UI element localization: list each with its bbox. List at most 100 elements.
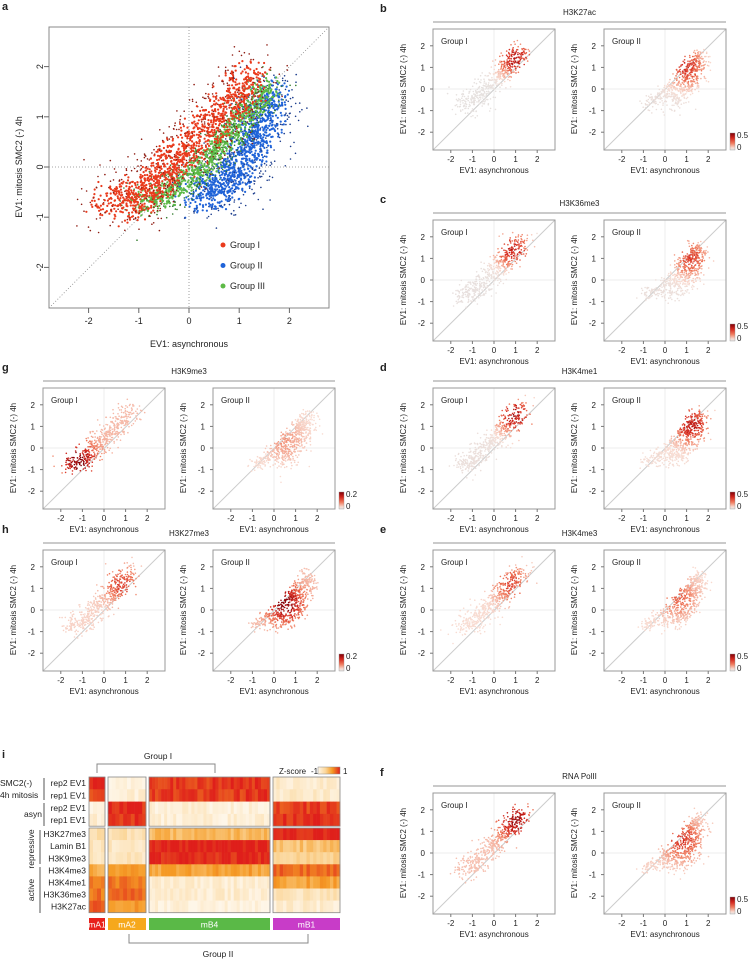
data-point-group-ii xyxy=(188,192,191,194)
data-point-group-iii xyxy=(200,162,203,165)
data-point-group-i xyxy=(212,119,215,123)
data-point-group-iii xyxy=(221,165,224,168)
data-point-group-i xyxy=(170,159,173,163)
data-point-group-ii xyxy=(193,207,196,210)
data-point-group-i xyxy=(166,146,169,149)
data-point xyxy=(463,95,466,98)
data-point xyxy=(686,96,689,99)
data-point-group-ii xyxy=(285,99,288,101)
data-point-group-i xyxy=(109,159,112,162)
data-point-group-i xyxy=(129,204,132,207)
data-point-group-ii xyxy=(282,123,285,126)
data-point xyxy=(459,99,462,101)
data-point-group-i xyxy=(204,145,208,148)
data-point-group-i xyxy=(158,229,161,232)
data-point-group-ii xyxy=(271,176,274,179)
data-point xyxy=(515,50,517,53)
data-point-group-ii xyxy=(266,84,269,87)
data-point-group-iii xyxy=(289,84,291,87)
data-point xyxy=(485,82,487,84)
data-point-group-i xyxy=(152,180,155,183)
data-point-group-i xyxy=(113,207,116,210)
data-point-group-ii xyxy=(254,149,257,152)
data-point-group-i xyxy=(208,97,210,99)
data-point-group-i xyxy=(184,134,187,137)
data-point-group-iii xyxy=(177,195,180,198)
data-point-group-i xyxy=(196,127,200,131)
data-point-group-i xyxy=(241,70,244,73)
data-point-group-iii xyxy=(217,162,220,165)
data-point xyxy=(483,91,486,94)
data-point-group-i xyxy=(188,163,192,166)
data-point-group-i xyxy=(207,163,209,165)
data-point-group-i xyxy=(89,229,92,232)
data-point-group-i xyxy=(226,82,229,84)
data-point-group-ii xyxy=(259,128,262,131)
data-point-group-i xyxy=(262,96,264,99)
data-point-group-ii xyxy=(212,197,215,200)
data-point-group-i xyxy=(179,122,182,125)
data-point-group-i xyxy=(244,109,248,112)
data-point-group-ii xyxy=(233,214,235,216)
data-point-group-i xyxy=(76,198,79,201)
data-point-group-ii xyxy=(289,123,291,126)
data-point-group-i xyxy=(143,205,146,208)
data-point xyxy=(691,75,694,78)
data-point-group-i xyxy=(218,167,221,169)
data-point-group-i xyxy=(187,134,190,137)
data-point xyxy=(467,112,469,114)
data-point-group-i xyxy=(204,140,207,143)
data-point xyxy=(681,89,683,91)
data-point-group-ii xyxy=(241,153,244,157)
data-point xyxy=(658,93,660,95)
data-point-group-iii xyxy=(227,156,229,158)
data-point-group-ii xyxy=(241,188,244,191)
data-point-group-i xyxy=(214,122,217,126)
data-point-group-i xyxy=(185,168,188,171)
data-point xyxy=(493,88,495,90)
data-point xyxy=(667,95,669,98)
data-point-group-ii xyxy=(218,189,221,192)
data-point xyxy=(500,60,503,63)
data-point xyxy=(709,55,711,58)
data-point-group-i xyxy=(223,119,226,122)
data-point xyxy=(660,90,663,93)
data-point-group-iii xyxy=(208,159,212,162)
data-point-group-i xyxy=(161,180,164,183)
data-point xyxy=(684,55,686,58)
data-point xyxy=(459,105,462,108)
data-point-group-iii xyxy=(164,205,167,208)
data-point-group-ii xyxy=(275,122,278,125)
data-point-group-i xyxy=(123,219,127,222)
data-point-group-ii xyxy=(270,111,273,114)
data-point-group-i xyxy=(137,187,140,190)
data-point-group-i xyxy=(124,190,126,193)
data-point-group-ii xyxy=(227,198,230,201)
data-point xyxy=(681,82,684,84)
data-point-group-i xyxy=(239,102,241,104)
data-point-group-iii xyxy=(172,203,175,206)
data-point-group-iii xyxy=(213,158,215,160)
data-point xyxy=(495,84,498,87)
data-point-group-i xyxy=(201,109,204,112)
data-point-group-ii xyxy=(229,176,232,179)
data-point xyxy=(474,89,477,92)
data-point-group-i xyxy=(258,94,261,97)
data-point xyxy=(676,71,679,73)
data-point xyxy=(655,108,658,111)
data-point-group-i xyxy=(244,144,246,146)
data-point-group-i xyxy=(172,194,175,196)
data-point-group-ii xyxy=(270,163,273,165)
data-point-group-iii xyxy=(254,106,256,108)
data-point-group-ii xyxy=(221,183,224,186)
data-point-group-iii xyxy=(210,140,214,143)
data-point-group-i xyxy=(243,78,246,81)
data-point-group-ii xyxy=(244,183,248,186)
data-point xyxy=(502,69,504,72)
data-point-group-ii xyxy=(247,178,250,181)
data-point-group-i xyxy=(147,207,150,210)
data-point xyxy=(492,60,494,62)
data-point xyxy=(694,68,697,71)
data-point xyxy=(644,103,647,105)
